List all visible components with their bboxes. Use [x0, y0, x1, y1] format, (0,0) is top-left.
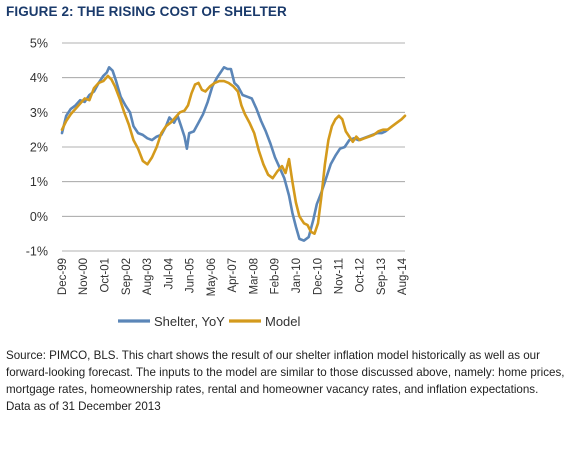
y-tick-label: 2% [30, 141, 48, 155]
x-tick-label: Sep-02 [121, 258, 133, 295]
y-tick-label: 0% [30, 210, 48, 224]
caption-as-of: Data as of 31 December 2013 [6, 400, 161, 413]
x-tick-label: Jan-10 [291, 258, 303, 293]
x-tick-label: Nov-00 [78, 258, 90, 295]
series-line-model [60, 74, 407, 235]
x-axis-ticks: Dec-99 Nov-00 Oct-01 Sep-02 Aug-03 Jul-04 Jun-… [57, 257, 409, 296]
y-tick-label: 1% [30, 175, 48, 189]
x-tick-label: Dec-10 [312, 258, 324, 295]
x-tick-label: Dec-99 [57, 258, 69, 295]
y-tick-label: 4% [30, 71, 48, 85]
x-tick-label: Apr-07 [227, 258, 239, 293]
legend-label-model: Model [265, 314, 301, 329]
x-tick-label: Oct-01 [99, 258, 111, 293]
x-tick-label: Jun-05 [185, 258, 197, 293]
x-tick-label: May-06 [206, 258, 218, 296]
x-tick-label: Nov-11 [333, 258, 345, 294]
x-tick-label: Sep-13 [376, 258, 388, 295]
x-tick-label: Oct-12 [355, 258, 367, 293]
y-tick-label: -1% [26, 245, 48, 259]
x-tick-label: Feb-09 [270, 258, 282, 294]
x-tick-label: Mar-08 [248, 258, 260, 294]
x-tick-label: Aug-03 [142, 258, 154, 295]
x-tick-label: Jul-04 [163, 257, 175, 289]
legend-label-shelter: Shelter, YoY [154, 314, 225, 329]
caption-source: Source: PIMCO, BLS. This chart shows the… [6, 349, 565, 396]
series-line-shelter [60, 66, 389, 242]
y-tick-label: 5% [30, 37, 48, 51]
x-tick-label: Aug-14 [397, 257, 409, 295]
y-tick-label: 3% [30, 106, 48, 120]
legend: Shelter, YoY Model [118, 314, 301, 329]
figure-title: FIGURE 2: THE RISING COST OF SHELTER [6, 4, 287, 19]
y-axis-ticks: 5% 4% 3% 2% 1% 0% -1% [26, 37, 48, 259]
series-lines [60, 66, 407, 242]
figure-caption: Source: PIMCO, BLS. This chart shows the… [6, 347, 566, 415]
shelter-inflation-chart: 5% 4% 3% 2% 1% 0% -1% Dec-99 Nov-00 Oct-01 Sep-02… [26, 37, 409, 330]
